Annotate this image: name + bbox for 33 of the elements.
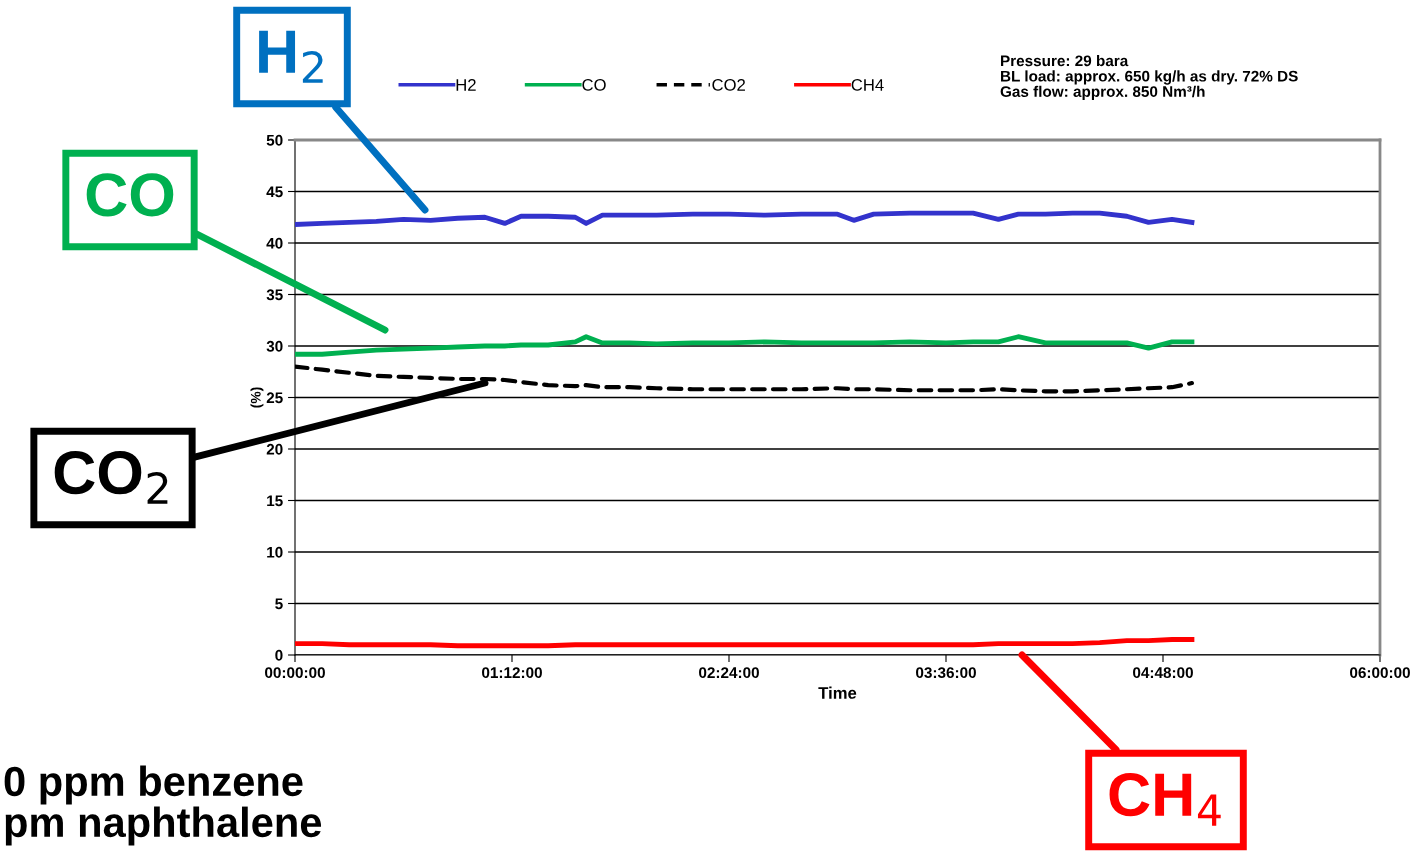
y-tick-label: 45	[266, 186, 283, 198]
x-tick-label: 00:00:00	[265, 667, 325, 679]
x-tick-label: 03:36:00	[916, 667, 976, 679]
y-tick-label: 0	[275, 649, 283, 661]
y-tick-label: 5	[275, 598, 283, 610]
y-tick-label: 40	[266, 237, 283, 249]
legend-label: CH4	[851, 79, 884, 91]
line-series	[295, 334, 1195, 357]
y-tick-label: 35	[266, 289, 283, 301]
y-axis-title: (%)	[250, 387, 264, 408]
y-tick-label: 50	[266, 134, 283, 146]
x-tick-label: 02:24:00	[699, 667, 759, 679]
text: 0 ppm benzene	[4, 765, 303, 805]
line-series	[295, 210, 1195, 227]
y-tick-label: 20	[266, 443, 283, 455]
y-tick-label: 25	[266, 392, 283, 404]
legend-label: CO2	[712, 79, 745, 91]
x-axis-title: Time	[818, 686, 857, 699]
y-tick-label: 30	[266, 340, 283, 352]
text: H$_{2}$	[259, 30, 323, 83]
x-tick-label: 06:00:00	[1350, 667, 1410, 679]
legend-label: H2	[456, 79, 476, 91]
y-tick-label: 15	[267, 495, 283, 507]
line-series	[295, 637, 1195, 649]
text: CO$_{2}$	[54, 451, 168, 504]
text: pm naphthalene	[5, 806, 322, 846]
text: CO	[86, 173, 174, 217]
x-tick-label: 01:12:00	[482, 667, 542, 679]
text: Pressure: 29 bara BL load: approx. 650 kg/h as dry. 72% DS Gas flow: approx. 850 Nm³/h	[1000, 55, 1298, 101]
legend-label: CO	[582, 79, 606, 91]
text: CH$_{4}$	[1109, 773, 1221, 826]
x-tick-label: 04:48:00	[1133, 667, 1193, 679]
y-tick-label: 10	[267, 546, 283, 558]
